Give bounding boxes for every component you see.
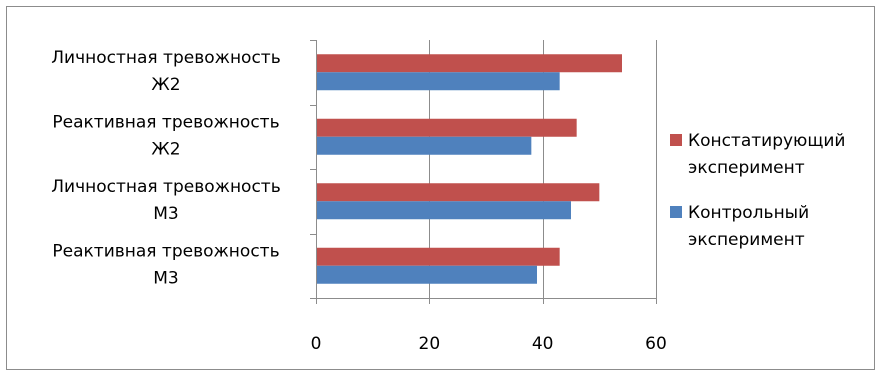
bar	[317, 118, 577, 137]
category-label: М3	[153, 268, 178, 288]
category-label: М3	[153, 204, 178, 224]
axes	[310, 40, 657, 304]
category-label: Реактивная тревожность	[52, 112, 279, 132]
legend: Констатирующий эксперимент Контрольный эксп…	[670, 131, 845, 250]
bar	[317, 72, 560, 91]
category-labels: Личностная тревожность Ж2 Реактивная трево…	[51, 48, 280, 289]
legend-label: эксперимент	[688, 230, 805, 250]
legend-label: эксперимент	[688, 158, 805, 178]
category-label: Личностная тревожность	[51, 177, 280, 197]
category-label: Ж2	[151, 139, 180, 159]
x-tick-label: 20	[419, 334, 441, 354]
x-tick-label: 0	[311, 334, 322, 354]
category-label: Ж2	[151, 75, 180, 95]
legend-swatch	[670, 206, 682, 218]
bar	[317, 136, 532, 155]
bars	[317, 54, 622, 284]
bar	[317, 265, 537, 284]
category-label: Личностная тревожность	[51, 48, 280, 68]
legend-label: Контрольный	[688, 203, 809, 223]
x-tick-label: 40	[532, 334, 554, 354]
x-tick-label: 60	[645, 334, 667, 354]
category-label: Реактивная тревожность	[52, 241, 279, 261]
bar	[317, 201, 571, 220]
bar	[317, 183, 600, 202]
legend-label: Констатирующий	[688, 131, 845, 151]
x-tick-labels: 0 20 40 60	[311, 334, 667, 354]
bar	[317, 54, 622, 73]
legend-swatch	[670, 134, 682, 146]
bar	[317, 247, 560, 266]
